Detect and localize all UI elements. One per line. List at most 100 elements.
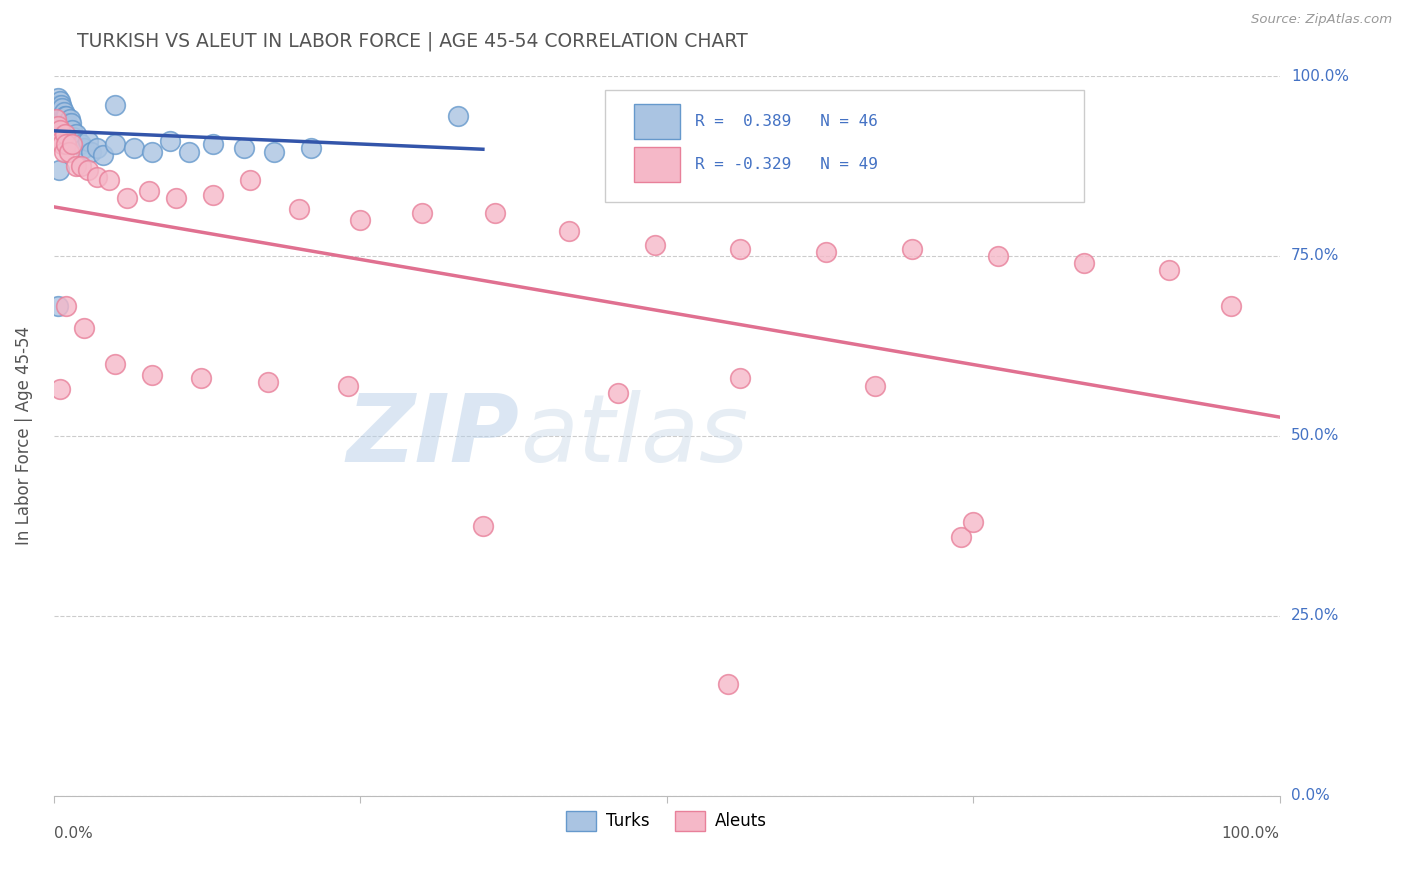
Point: [65, 127, 87, 141]
Point: [165, 191, 187, 205]
Point: [49, 102, 72, 116]
Point: [1219, 299, 1241, 313]
Point: [51, 137, 73, 152]
Point: [159, 134, 181, 148]
Point: [77, 134, 100, 148]
Point: [79, 145, 101, 159]
Point: [48, 109, 70, 123]
Text: 0.0%: 0.0%: [53, 826, 93, 841]
Point: [606, 385, 628, 400]
Point: [69, 159, 91, 173]
Point: [86, 169, 108, 184]
Point: [104, 97, 127, 112]
Point: [52, 120, 75, 134]
Point: [46, 90, 69, 104]
Point: [51, 109, 73, 123]
Point: [901, 242, 924, 256]
Legend: Turks, Aleuts: Turks, Aleuts: [560, 805, 773, 838]
Point: [337, 378, 360, 392]
Point: [49, 382, 72, 396]
Point: [86, 141, 108, 155]
Point: [51, 102, 73, 116]
Point: [122, 141, 145, 155]
Point: [104, 357, 127, 371]
Text: R = -0.329   N = 49: R = -0.329 N = 49: [695, 157, 877, 172]
Point: [49, 123, 72, 137]
Text: 25.0%: 25.0%: [1291, 608, 1339, 624]
Point: [48, 97, 70, 112]
Point: [471, 519, 494, 533]
Point: [190, 371, 212, 385]
Point: [55, 109, 77, 123]
Point: [62, 130, 84, 145]
Point: [51, 134, 73, 148]
Point: [141, 368, 163, 382]
Point: [56, 116, 79, 130]
Point: [484, 206, 506, 220]
Point: [962, 515, 984, 529]
Text: 50.0%: 50.0%: [1291, 428, 1339, 443]
Point: [730, 242, 752, 256]
Text: Source: ZipAtlas.com: Source: ZipAtlas.com: [1251, 13, 1392, 27]
Point: [138, 184, 160, 198]
FancyBboxPatch shape: [606, 90, 1084, 202]
Point: [48, 130, 70, 145]
Point: [239, 173, 262, 187]
Point: [1073, 256, 1095, 270]
Text: 100.0%: 100.0%: [1222, 826, 1279, 841]
Point: [67, 134, 90, 148]
Point: [53, 109, 76, 123]
Point: [447, 109, 470, 123]
Point: [46, 120, 69, 134]
Point: [49, 112, 72, 127]
Text: ZIP: ZIP: [347, 390, 520, 482]
Text: 100.0%: 100.0%: [1291, 69, 1348, 84]
Point: [52, 145, 75, 159]
Point: [59, 116, 82, 130]
Point: [257, 375, 280, 389]
Point: [557, 224, 579, 238]
Point: [349, 213, 371, 227]
Y-axis label: In Labor Force | Age 45-54: In Labor Force | Age 45-54: [15, 326, 32, 545]
Point: [91, 148, 114, 162]
Point: [45, 112, 67, 127]
Point: [141, 145, 163, 159]
Text: TURKISH VS ALEUT IN LABOR FORCE | AGE 45-54 CORRELATION CHART: TURKISH VS ALEUT IN LABOR FORCE | AGE 45…: [77, 31, 748, 51]
Point: [202, 187, 225, 202]
Point: [117, 191, 139, 205]
Point: [949, 530, 972, 544]
Point: [46, 105, 69, 120]
Point: [46, 299, 69, 313]
Point: [202, 137, 225, 152]
Point: [69, 137, 91, 152]
Point: [55, 137, 77, 152]
Point: [60, 137, 83, 152]
Point: [299, 141, 322, 155]
Point: [45, 102, 67, 116]
Point: [55, 127, 77, 141]
Point: [717, 677, 740, 691]
Point: [51, 116, 73, 130]
Point: [60, 123, 83, 137]
Text: 75.0%: 75.0%: [1291, 249, 1339, 263]
Point: [53, 123, 76, 137]
Point: [52, 105, 75, 120]
Point: [730, 371, 752, 385]
Point: [863, 378, 886, 392]
Point: [58, 120, 80, 134]
Point: [815, 245, 838, 260]
FancyBboxPatch shape: [634, 104, 681, 138]
Point: [644, 238, 666, 252]
Point: [55, 299, 77, 313]
FancyBboxPatch shape: [634, 147, 681, 182]
Point: [288, 202, 311, 216]
Point: [59, 112, 82, 127]
Text: 0.0%: 0.0%: [1291, 789, 1330, 804]
Point: [987, 249, 1010, 263]
Point: [232, 141, 254, 155]
Point: [49, 94, 72, 108]
Point: [65, 159, 87, 173]
Point: [411, 206, 433, 220]
Point: [177, 145, 200, 159]
Point: [1159, 263, 1181, 277]
